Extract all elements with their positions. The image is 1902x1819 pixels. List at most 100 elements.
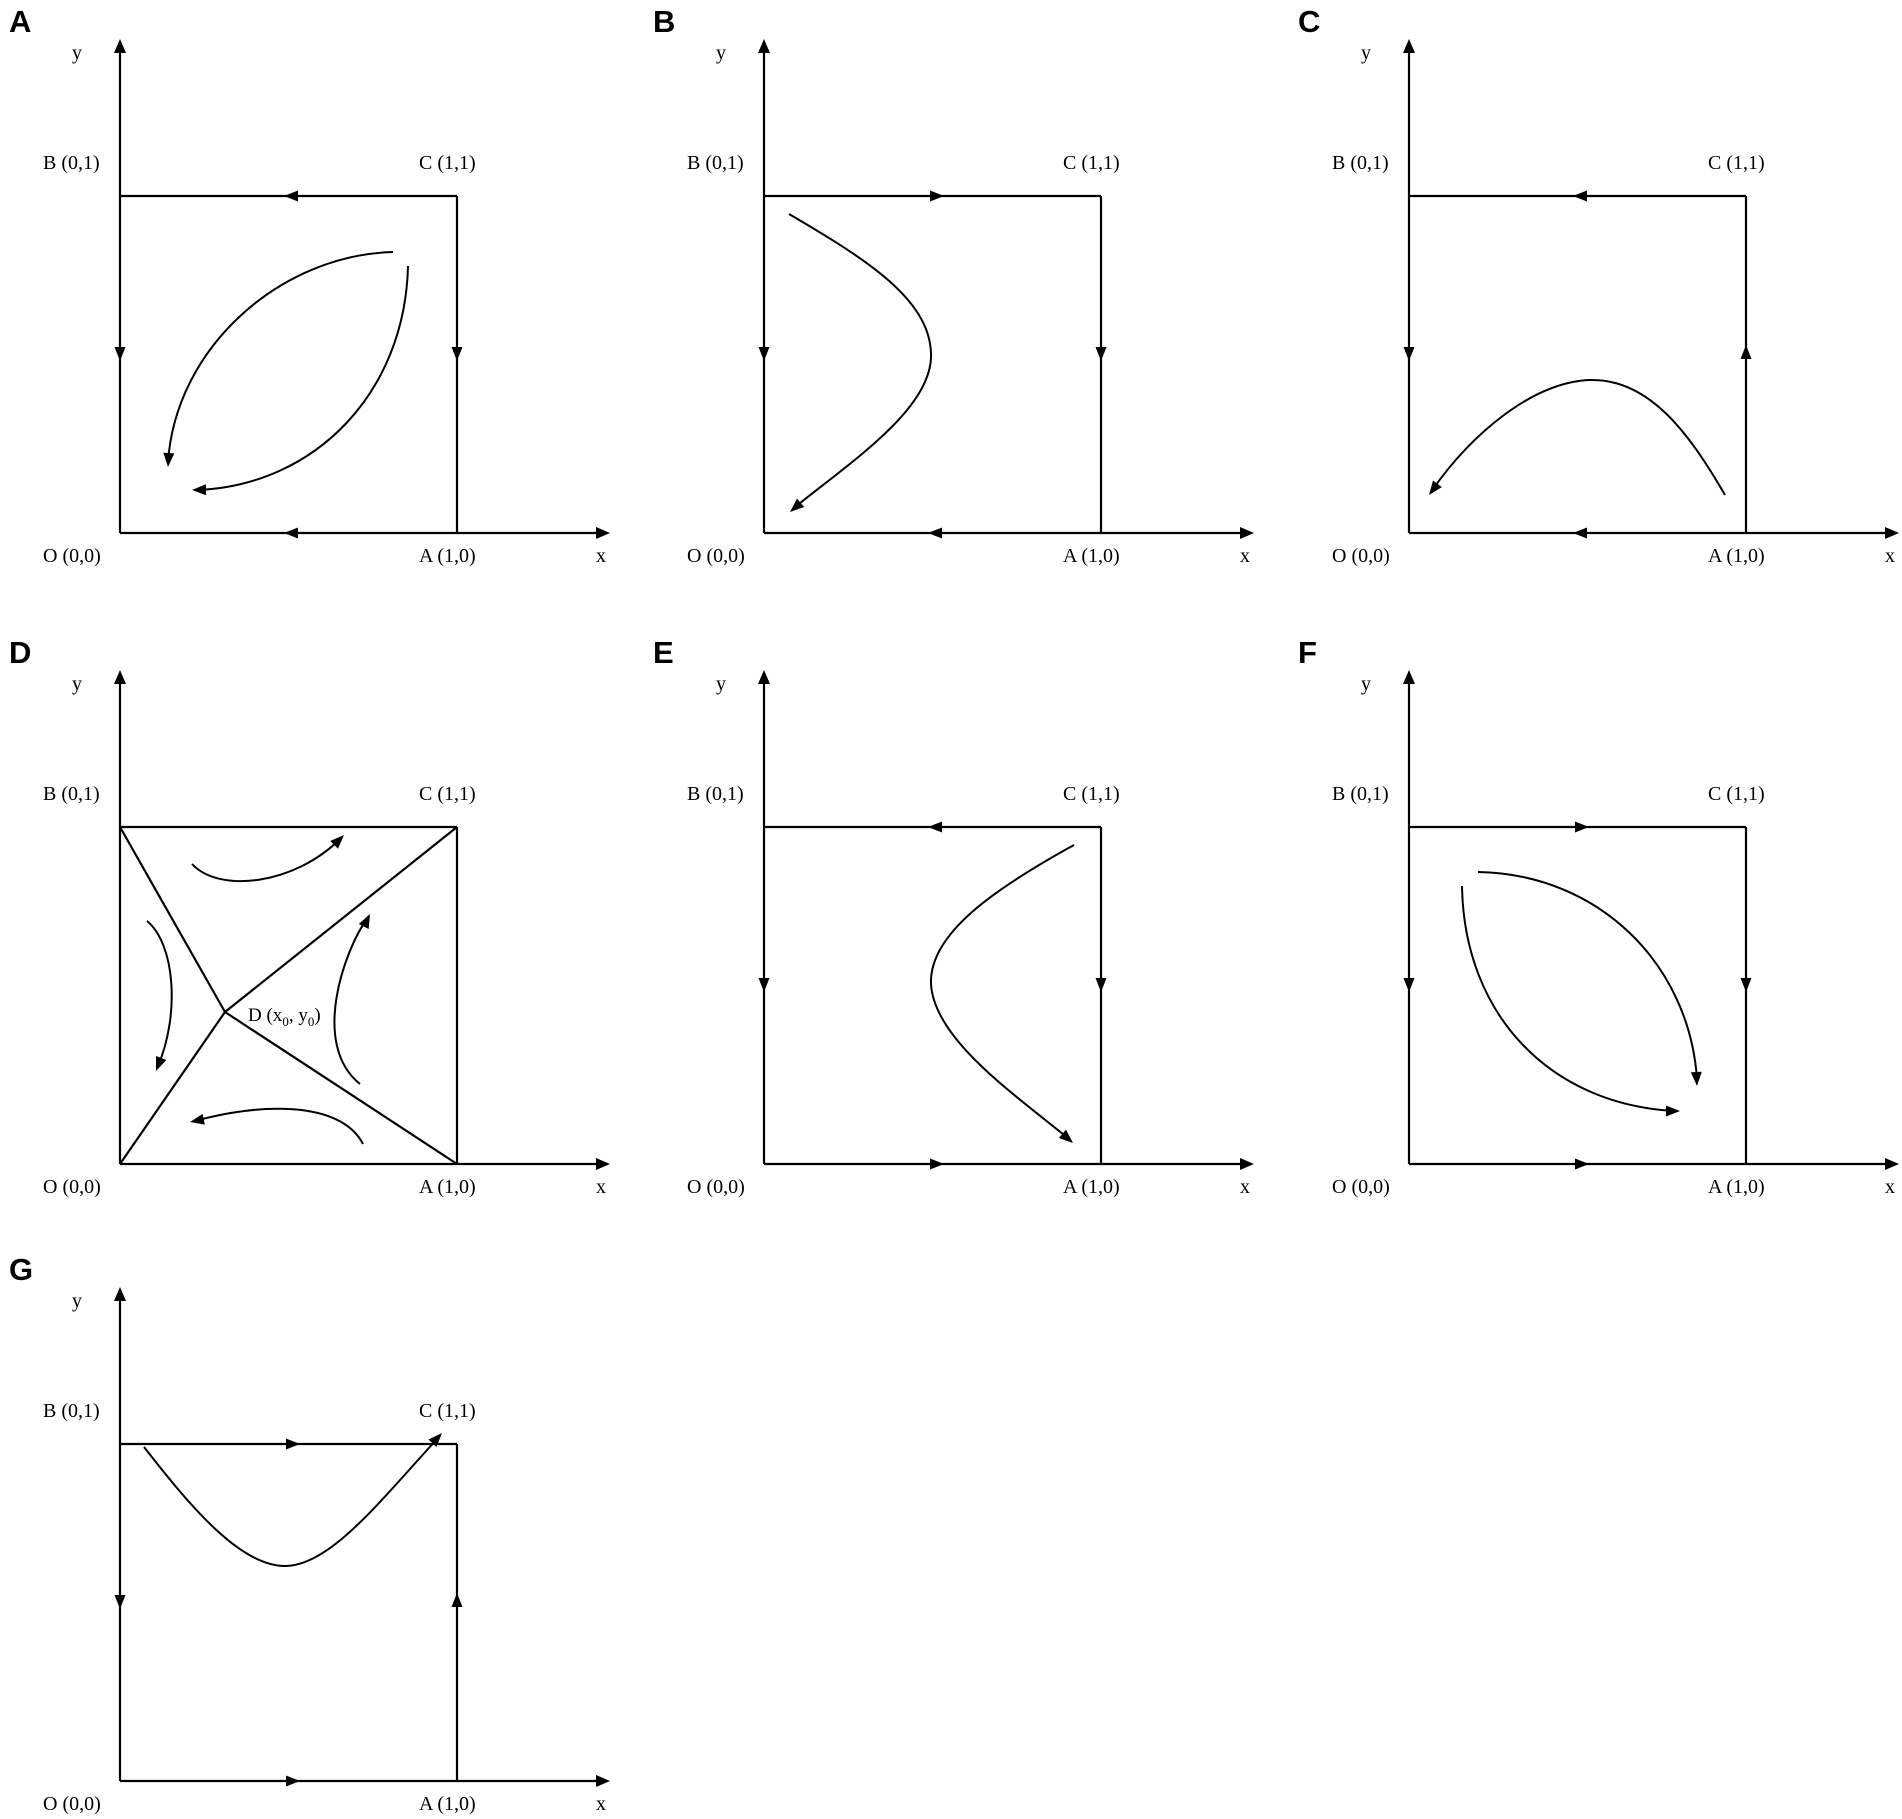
corner-label-b: B (0,1) — [1332, 783, 1389, 805]
trajectory-arrowhead — [330, 835, 344, 849]
y-axis-arrowhead — [114, 39, 126, 53]
edge-left-arrow — [114, 1595, 126, 1609]
x-axis-label: x — [596, 1793, 606, 1815]
corner-label-c: C (1,1) — [419, 152, 476, 174]
corner-label-b: B (0,1) — [43, 783, 100, 805]
x-axis-arrowhead — [596, 1158, 610, 1170]
x-axis-arrowhead — [1240, 527, 1254, 539]
x-axis-arrowhead — [1885, 1158, 1899, 1170]
corner-label-o: O (0,0) — [1332, 545, 1390, 567]
panel-letter: D — [9, 635, 31, 670]
separatrix-d-c — [224, 826, 458, 1013]
corner-label-a: A (1,0) — [1708, 545, 1765, 567]
panel-letter: F — [1298, 635, 1317, 670]
edge-left-arrow — [1403, 978, 1415, 992]
trajectory-arrowhead — [358, 914, 370, 929]
y-axis-label: y — [1361, 673, 1371, 695]
trajectory-right — [333, 918, 368, 1085]
y-axis-arrowhead — [114, 670, 126, 684]
edge-top-arrow — [1575, 821, 1589, 833]
panel-d: Dy x B (0,1) C (1,1) O (0,0) A (1,0) D (x0, y0… — [9, 635, 610, 1198]
y-axis-label: y — [72, 1290, 82, 1312]
x-axis-label: x — [1240, 1176, 1250, 1198]
corner-label-a: A (1,0) — [1708, 1176, 1765, 1198]
trajectory-arrowhead — [790, 498, 805, 512]
trajectory-arrowhead — [1690, 1071, 1702, 1086]
trajectory-arrowhead — [1058, 1129, 1073, 1143]
trajectory — [929, 844, 1075, 1140]
corner-label-a: A (1,0) — [419, 545, 476, 567]
y-axis-arrowhead — [758, 39, 770, 53]
edge-bottom-arrow — [1573, 527, 1587, 539]
x-axis-label: x — [596, 545, 606, 567]
corner-label-c: C (1,1) — [419, 1400, 476, 1422]
x-axis-arrowhead — [1240, 1158, 1254, 1170]
trajectory-arrowhead — [190, 1113, 205, 1125]
edge-left-arrow — [114, 347, 126, 361]
corner-label-c: C (1,1) — [1063, 152, 1120, 174]
corner-label-c: C (1,1) — [419, 783, 476, 805]
corner-label-c: C (1,1) — [1063, 783, 1120, 805]
separatrix-b-d — [119, 826, 226, 1013]
x-axis-label: x — [596, 1176, 606, 1198]
x-axis-arrowhead — [596, 527, 610, 539]
panel-letter: C — [1298, 4, 1320, 39]
trajectory-top — [191, 838, 341, 883]
panel-e: Ey x B (0,1) C (1,1) O (0,0) A (1,0) — [653, 635, 1254, 1198]
y-axis-label: y — [716, 673, 726, 695]
trajectory-inner — [197, 265, 409, 491]
corner-label-b: B (0,1) — [43, 152, 100, 174]
edge-right-arrow — [1740, 345, 1752, 359]
corner-label-b: B (0,1) — [687, 152, 744, 174]
edge-top-arrow — [1573, 190, 1587, 202]
edge-right-arrow — [1095, 978, 1107, 992]
edge-bottom-arrow — [286, 1775, 300, 1787]
x-axis-label: x — [1240, 545, 1250, 567]
edge-right-arrow — [451, 1593, 463, 1607]
edge-top-arrow — [930, 190, 944, 202]
edge-bottom-arrow — [930, 1158, 944, 1170]
saddle-point-label: D (x0, y0) — [248, 1005, 321, 1029]
trajectory-left — [146, 920, 173, 1067]
x-axis-label: x — [1885, 545, 1895, 567]
y-axis-label: y — [72, 673, 82, 695]
corner-label-b: B (0,1) — [1332, 152, 1389, 174]
y-axis-arrowhead — [758, 670, 770, 684]
corner-label-o: O (0,0) — [43, 1176, 101, 1198]
trajectory-arrowhead — [1666, 1105, 1680, 1117]
trajectory-outer — [1477, 871, 1698, 1080]
corner-label-c: C (1,1) — [1708, 783, 1765, 805]
trajectory-arrowhead — [428, 1433, 442, 1447]
trajectory — [788, 213, 933, 509]
trajectory-arrowhead — [163, 452, 175, 467]
panel-f: Fy x B (0,1) C (1,1) O (0,0) A (1,0) — [1298, 635, 1899, 1198]
separatrix-d-a — [224, 1011, 458, 1165]
corner-label-a: A (1,0) — [1063, 545, 1120, 567]
trajectory-arrowhead — [192, 484, 207, 496]
corner-label-o: O (0,0) — [43, 545, 101, 567]
panel-b: By x B (0,1) C (1,1) O (0,0) A (1,0) — [653, 4, 1254, 567]
panel-letter: E — [653, 635, 674, 670]
corner-label-o: O (0,0) — [1332, 1176, 1390, 1198]
trajectory-outer — [167, 251, 394, 464]
corner-label-c: C (1,1) — [1708, 152, 1765, 174]
corner-label-a: A (1,0) — [419, 1793, 476, 1815]
edge-left-arrow — [1403, 347, 1415, 361]
y-axis-label: y — [716, 42, 726, 64]
y-axis-arrowhead — [1403, 670, 1415, 684]
trajectory-arrowhead — [1429, 480, 1442, 495]
corner-label-a: A (1,0) — [419, 1176, 476, 1198]
y-axis-arrowhead — [114, 1287, 126, 1301]
edge-top-arrow — [286, 1438, 300, 1450]
edge-top-arrow — [284, 190, 298, 202]
y-axis-label: y — [1361, 42, 1371, 64]
y-axis-arrowhead — [1403, 39, 1415, 53]
y-axis-label: y — [72, 42, 82, 64]
x-axis-arrowhead — [1885, 527, 1899, 539]
corner-label-b: B (0,1) — [43, 1400, 100, 1422]
corner-label-o: O (0,0) — [687, 545, 745, 567]
edge-left-arrow — [758, 978, 770, 992]
separatrix-o-d — [119, 1011, 226, 1165]
edge-right-arrow — [451, 347, 463, 361]
